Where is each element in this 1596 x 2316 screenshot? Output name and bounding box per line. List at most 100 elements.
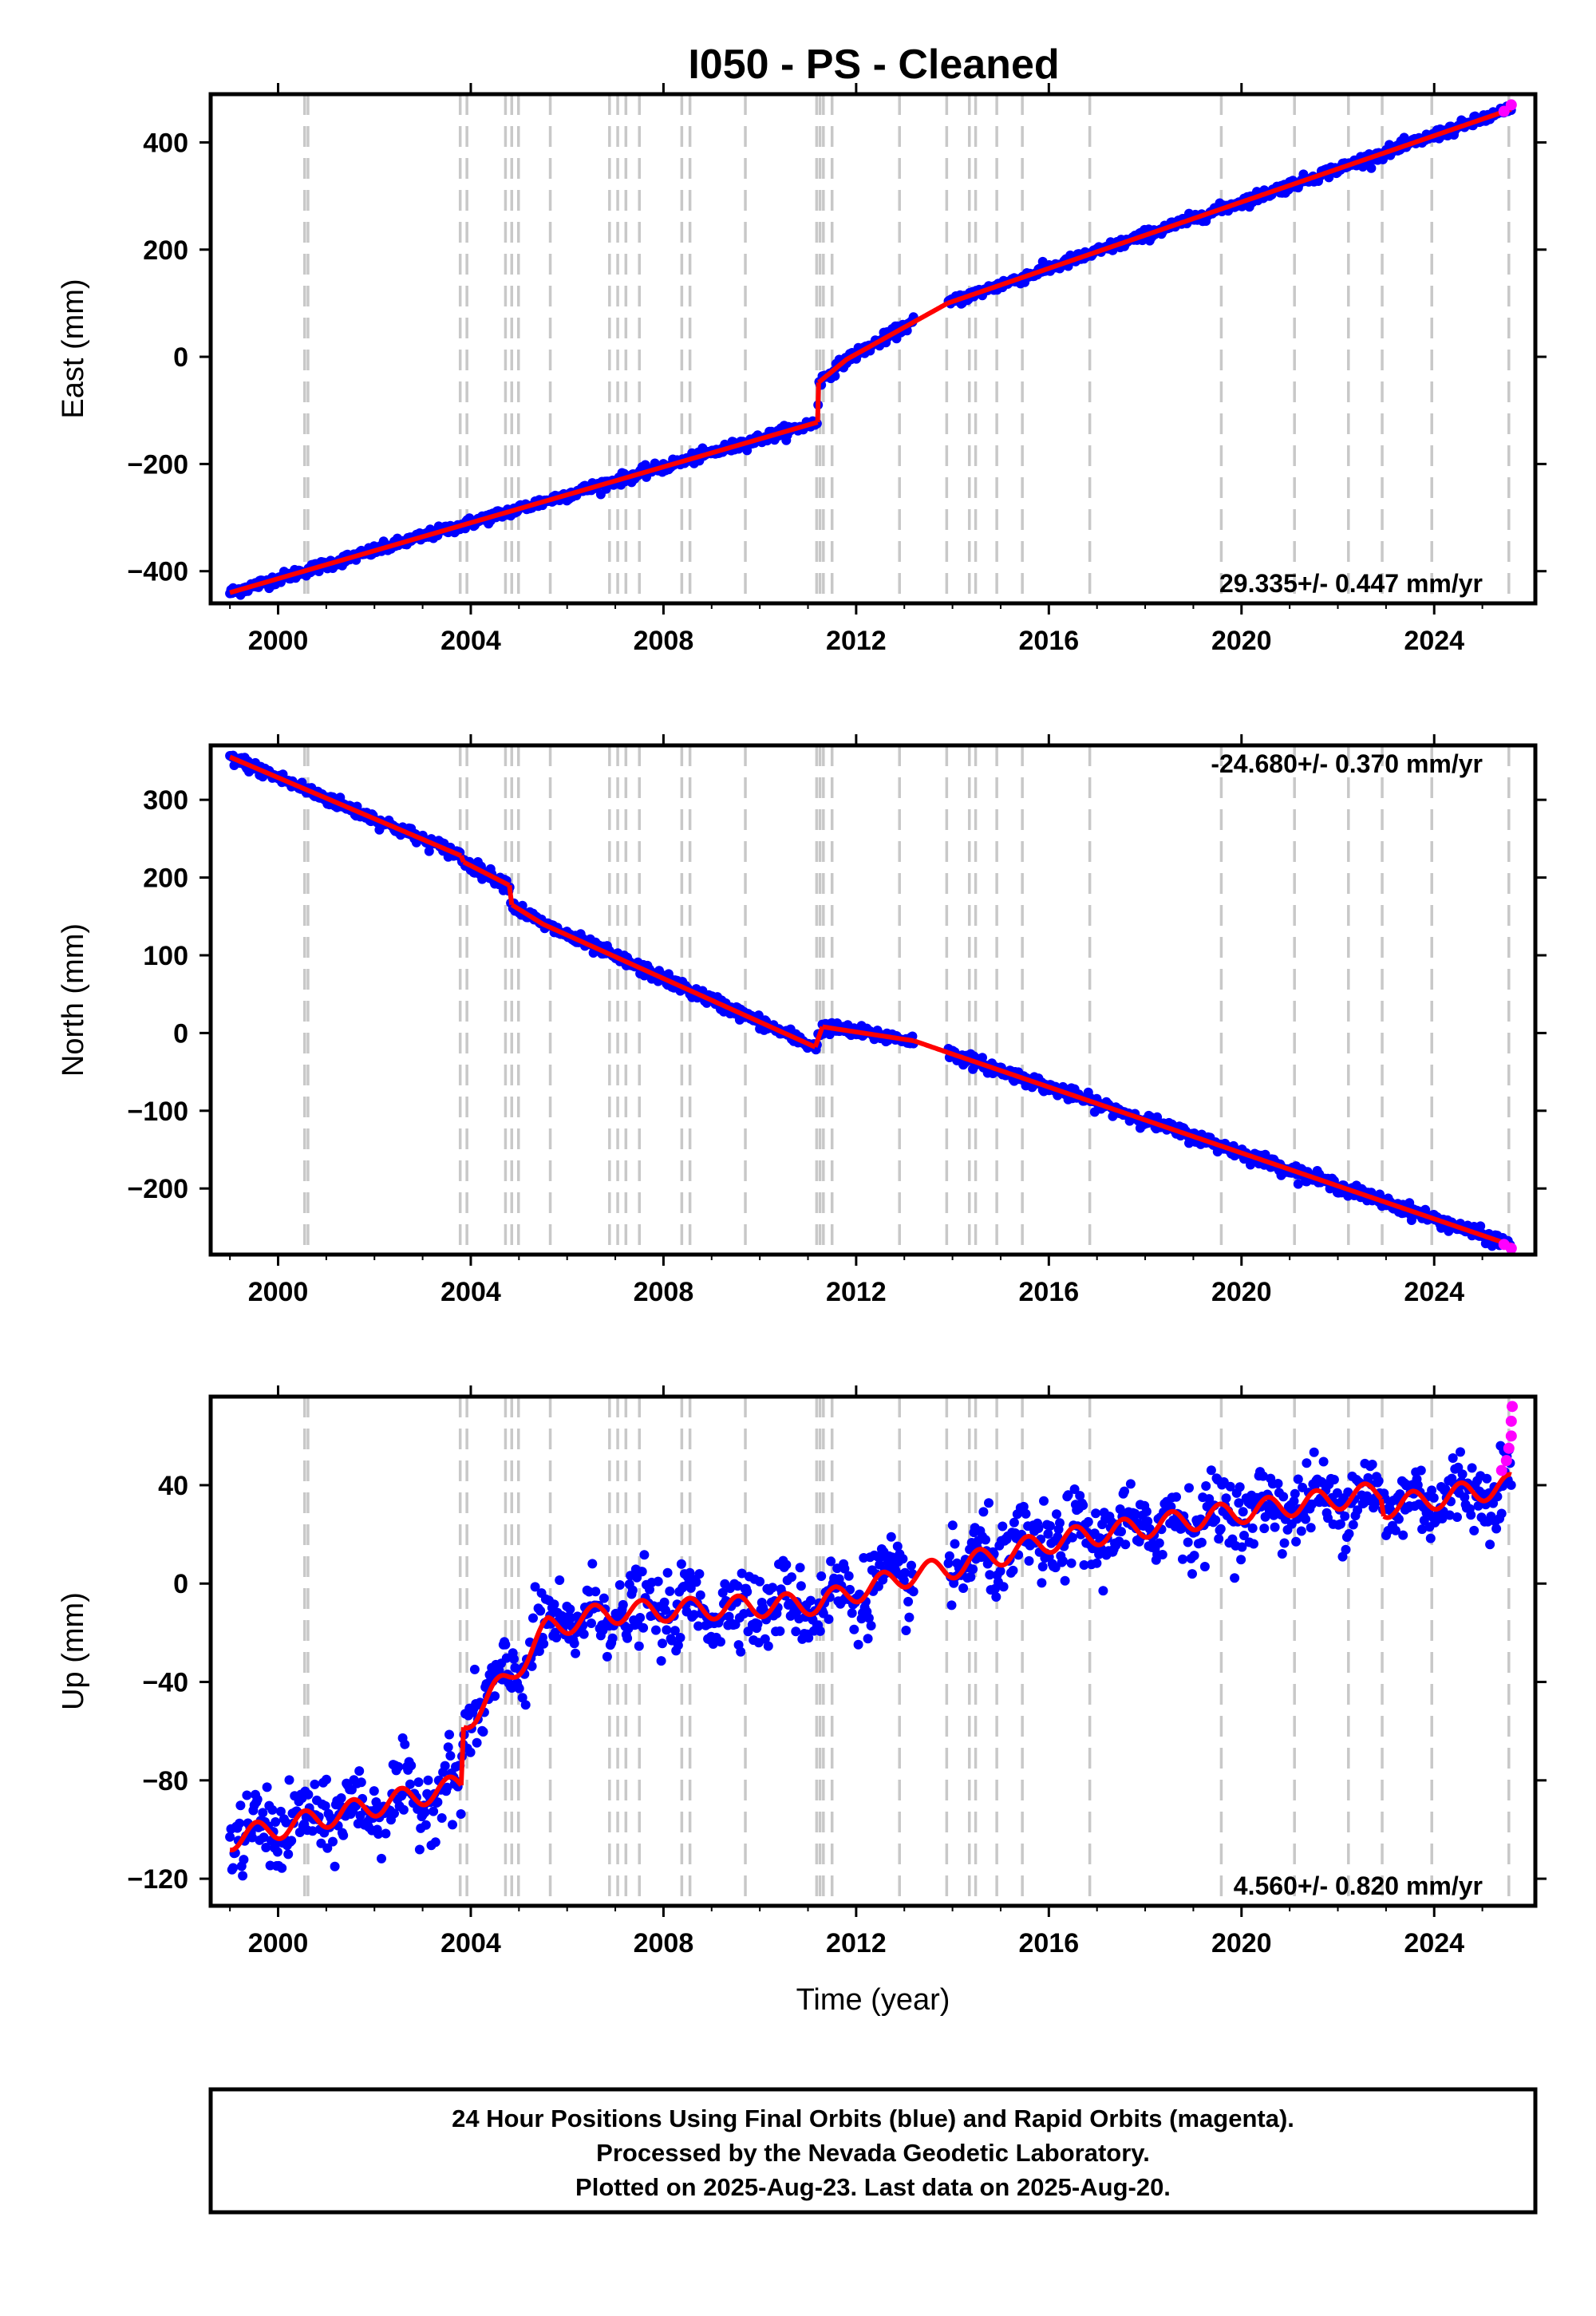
data-point-up-321 [565, 1604, 575, 1614]
data-point-up-498 [753, 1619, 763, 1629]
data-point-up-389 [637, 1567, 647, 1577]
data-point-up-901 [1214, 1534, 1224, 1544]
data-point-up-812 [1120, 1486, 1129, 1496]
data-point-up-48 [275, 1806, 286, 1816]
data-point-up-438 [689, 1610, 699, 1620]
plot-frame-up [208, 1394, 1538, 1908]
data-point-up-361 [607, 1633, 618, 1643]
panels: 2000 2004 2008 2012 2016 2020 20244002000−200−… [57, 83, 1547, 2017]
y-tick-label-east-3: −200 [127, 449, 188, 480]
data-point-up-890 [1202, 1501, 1212, 1512]
data-point-up-292 [534, 1646, 544, 1656]
data-point-up-1072 [1395, 1489, 1405, 1500]
data-point-up-1023 [1343, 1487, 1353, 1497]
data-point-up-638 [901, 1626, 911, 1635]
data-point-up-90 [320, 1800, 330, 1811]
data-point-up-465 [717, 1587, 728, 1598]
data-point-up-105 [336, 1793, 346, 1803]
data-point-up-973 [1290, 1488, 1300, 1499]
data-point-up-296 [539, 1638, 549, 1649]
data-point-up-387 [635, 1613, 646, 1622]
data-point-up-740 [1043, 1529, 1053, 1539]
data-point-up-643 [907, 1560, 916, 1571]
plot-frame-north [208, 743, 1538, 1257]
data-point-up-916 [1230, 1573, 1240, 1583]
data-point-up-923 [1237, 1542, 1247, 1552]
data-point-up-848 [1157, 1550, 1167, 1559]
rapid-point-up-1 [1500, 1455, 1512, 1467]
data-point-up-876 [1187, 1569, 1197, 1579]
data-point-up-208 [445, 1751, 456, 1761]
data-point-up-1101 [1425, 1533, 1436, 1543]
data-point-up-778 [1083, 1516, 1093, 1527]
y-tick-label-north-1: 200 [143, 864, 188, 894]
data-point-up-1102 [1427, 1485, 1437, 1496]
data-point-up-231 [469, 1664, 480, 1674]
data-point-up-558 [816, 1571, 827, 1581]
data-point-up-239 [478, 1727, 488, 1737]
data-point-up-356 [602, 1651, 612, 1662]
data-point-up-525 [781, 1559, 792, 1570]
data-point-up-605 [866, 1621, 876, 1630]
data-point-up-567 [826, 1556, 836, 1567]
data-point-up-1004 [1323, 1513, 1333, 1524]
data-point-up-748 [1052, 1509, 1061, 1520]
data-point-up-1016 [1335, 1519, 1345, 1529]
x-tick-label-up-5: 2020 [1211, 1928, 1272, 1958]
data-point-up-565 [824, 1614, 834, 1624]
data-point-up-889 [1201, 1481, 1211, 1491]
data-point-up-500 [755, 1576, 765, 1587]
data-point-up-444 [695, 1590, 705, 1600]
data-point-up-660 [958, 1583, 969, 1593]
data-point-up-12 [238, 1871, 248, 1881]
data-point-up-9 [235, 1818, 245, 1828]
data-point-up-774 [1079, 1560, 1089, 1570]
data-point-up-1028 [1348, 1520, 1358, 1530]
model-line-north-8 [946, 1049, 1513, 1248]
rapid-point-up-3 [1505, 1430, 1517, 1442]
data-point-up-425 [675, 1633, 685, 1642]
data-point-up-440 [691, 1577, 701, 1587]
rapid-point-up-5 [1507, 1401, 1519, 1413]
data-point-up-413 [662, 1567, 673, 1578]
data-point-up-943 [1258, 1471, 1268, 1481]
data-point-up-402 [651, 1625, 661, 1635]
y-tick-label-east-4: −400 [127, 557, 188, 587]
data-point-up-751 [1055, 1518, 1065, 1528]
model-line-up-3 [603, 1591, 820, 1626]
data-point-up-921 [1235, 1482, 1245, 1492]
data-point-up-56 [284, 1775, 294, 1785]
data-point-up-1032 [1353, 1505, 1363, 1516]
data-point-up-717 [1018, 1501, 1029, 1512]
final-orbit-points-up [225, 1441, 1516, 1881]
x-tick-label-north-3: 2012 [826, 1277, 887, 1307]
data-point-up-49 [277, 1863, 287, 1873]
data-point-up-482 [736, 1646, 746, 1657]
data-point-up-903 [1215, 1524, 1226, 1534]
data-point-up-386 [634, 1641, 644, 1651]
data-point-up-171 [406, 1761, 417, 1771]
data-point-up-147 [381, 1828, 391, 1839]
model-line-up-7 [1378, 1498, 1386, 1517]
y-tick-label-up-0: 40 [158, 1471, 188, 1501]
rapid-point-up-4 [1505, 1415, 1517, 1427]
data-point-up-200 [437, 1813, 447, 1823]
model-line-north-3 [507, 884, 515, 906]
data-point-up-32 [259, 1832, 269, 1843]
data-point-up-681 [981, 1535, 990, 1545]
data-point-north-678 [978, 1053, 987, 1063]
data-point-east-1045 [1366, 163, 1377, 173]
data-point-up-194 [430, 1837, 440, 1848]
data-point-up-1046 [1367, 1460, 1377, 1469]
data-point-up-792 [1098, 1586, 1108, 1596]
data-point-up-488 [742, 1587, 753, 1597]
model-line-north-4 [510, 903, 817, 1049]
data-point-up-1154 [1482, 1473, 1492, 1484]
data-point-up-785 [1091, 1508, 1101, 1519]
data-point-up-1126 [1452, 1512, 1462, 1522]
y-tick-label-east-0: 400 [143, 128, 188, 158]
data-point-up-185 [421, 1820, 431, 1830]
model-line-east-2 [816, 319, 916, 385]
data-point-up-434 [685, 1567, 695, 1578]
data-point-up-410 [659, 1597, 670, 1607]
